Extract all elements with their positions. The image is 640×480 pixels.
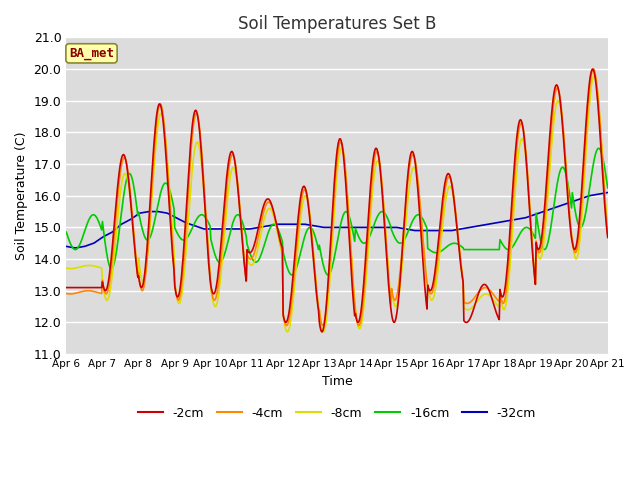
-4cm: [183, 214, 191, 219]
-16cm: [212, 253, 220, 259]
Line: -8cm: -8cm: [67, 75, 608, 332]
-32cm: [129, 215, 136, 221]
-2cm: [212, 288, 220, 294]
-8cm: [604, 229, 612, 235]
-4cm: [589, 66, 597, 72]
-2cm: [128, 212, 136, 218]
-16cm: [128, 175, 136, 180]
-8cm: [128, 211, 136, 216]
-2cm: [183, 198, 191, 204]
-2cm: [72, 285, 80, 290]
-8cm: [212, 304, 220, 310]
-4cm: [283, 323, 291, 328]
-16cm: [183, 235, 191, 241]
-4cm: [404, 183, 412, 189]
Line: -16cm: -16cm: [67, 148, 608, 275]
-4cm: [128, 206, 136, 212]
Line: -32cm: -32cm: [67, 192, 608, 248]
-16cm: [595, 145, 602, 151]
-16cm: [289, 272, 296, 278]
-4cm: [212, 296, 220, 302]
Y-axis label: Soil Temperature (C): Soil Temperature (C): [15, 132, 28, 260]
Title: Soil Temperatures Set B: Soil Temperatures Set B: [238, 15, 436, 33]
-8cm: [72, 265, 80, 271]
-32cm: [404, 227, 412, 232]
Text: BA_met: BA_met: [69, 47, 114, 60]
-4cm: [419, 240, 427, 246]
-16cm: [72, 247, 80, 252]
-16cm: [604, 185, 612, 191]
Legend: -2cm, -4cm, -8cm, -16cm, -32cm: -2cm, -4cm, -8cm, -16cm, -32cm: [133, 402, 541, 424]
-8cm: [63, 265, 70, 271]
-8cm: [590, 72, 598, 78]
-32cm: [73, 245, 81, 251]
-8cm: [419, 240, 427, 246]
-32cm: [604, 190, 612, 195]
-2cm: [63, 285, 70, 290]
-4cm: [604, 231, 612, 237]
-8cm: [284, 329, 291, 335]
-32cm: [63, 243, 70, 249]
-2cm: [319, 329, 326, 335]
X-axis label: Time: Time: [322, 374, 353, 387]
-32cm: [212, 226, 220, 232]
-32cm: [184, 220, 191, 226]
-8cm: [404, 202, 412, 208]
-16cm: [63, 229, 70, 235]
Line: -4cm: -4cm: [67, 69, 608, 325]
Line: -2cm: -2cm: [67, 69, 608, 332]
-4cm: [63, 291, 70, 297]
-8cm: [183, 239, 191, 244]
-2cm: [589, 66, 596, 72]
-2cm: [604, 235, 612, 240]
-2cm: [419, 263, 427, 269]
-32cm: [419, 228, 427, 233]
-4cm: [72, 290, 80, 296]
-2cm: [404, 177, 412, 182]
-16cm: [419, 217, 427, 223]
-32cm: [72, 245, 79, 251]
-16cm: [404, 230, 412, 236]
